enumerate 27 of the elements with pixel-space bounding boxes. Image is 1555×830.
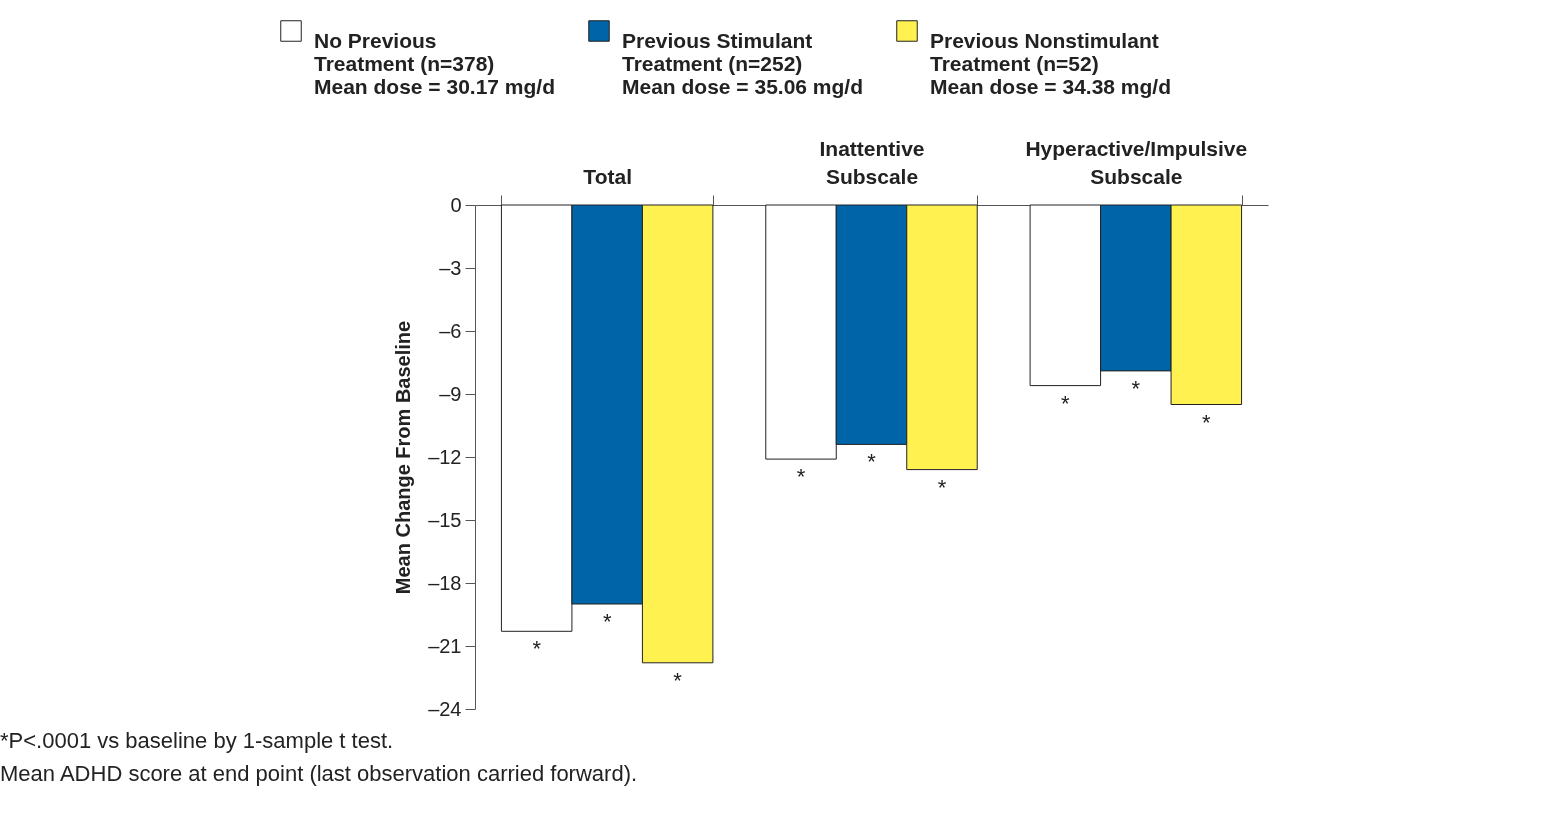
data-label: * (1202, 409, 1212, 435)
x-tick-label: Hyperactive/Impulsive Subscale (1025, 136, 1248, 188)
legend-label: Previous Stimulant Treatment (n=252) Mean dose = 35.06 mg/d (622, 29, 864, 98)
y-tick-label: –24 (428, 697, 462, 720)
data-label: * (602, 609, 612, 634)
y-tick-label: –12 (428, 445, 462, 468)
x-tick-label: Inattentive Subscale (819, 136, 925, 188)
y-tick-label: –18 (428, 571, 462, 594)
y-tick-label: –21 (428, 634, 462, 657)
data-label: * (1061, 390, 1071, 416)
legend-label: Previous Nonstimulant Treatment (n=52) Mean dose = 34.38 mg/d (930, 29, 1172, 98)
y-tick-label: 0 (450, 193, 462, 216)
y-tick-label: –9 (439, 382, 462, 405)
data-label: * (673, 667, 683, 693)
data-label: * (796, 464, 806, 490)
y-axis-title: Mean Change From Baseline (392, 320, 415, 595)
data-label: * (867, 449, 877, 475)
y-tick-label: –6 (439, 319, 462, 342)
y-tick-label: –15 (428, 508, 462, 531)
data-label: * (532, 636, 542, 662)
data-label: * (937, 474, 947, 500)
y-tick-label: –3 (439, 256, 462, 279)
text: Mean ADHD score at end point (last observation carried forward). (0, 761, 638, 786)
legend-label: No Previous Treatment (n=378) Mean dose = 30.17 mg/d (314, 29, 556, 98)
data-label: * (1131, 375, 1141, 401)
text: *P<.0001 vs baseline by 1-sample t test. (0, 728, 394, 753)
x-tick-label: Total (583, 164, 632, 188)
